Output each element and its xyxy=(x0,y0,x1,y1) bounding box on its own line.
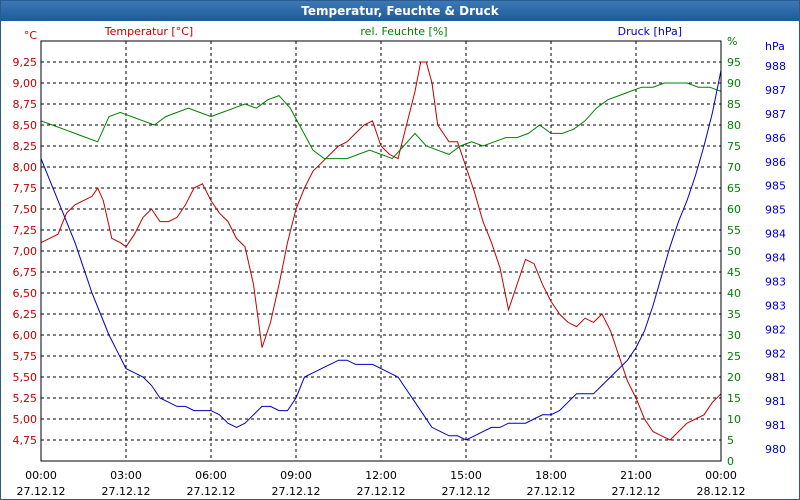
pressure-tick-label: 982 xyxy=(765,347,786,360)
pressure-tick-label: 980 xyxy=(765,443,786,456)
pressure-tick-label: 984 xyxy=(765,228,786,241)
temperature-tick-label: 6,75 xyxy=(13,266,38,279)
temperature-tick-label: 7,25 xyxy=(13,224,38,237)
temperature-tick-label: 8,25 xyxy=(13,140,38,153)
humidity-tick-label: 0 xyxy=(727,455,734,468)
humidity-tick-label: 55 xyxy=(727,224,741,237)
x-tick-label-date: 27.12.12 xyxy=(17,485,66,498)
pressure-tick-label: 983 xyxy=(765,299,786,312)
humidity-tick-label: 10 xyxy=(727,413,741,426)
temperature-unit-label: °C xyxy=(24,29,38,42)
temperature-tick-label: 4,75 xyxy=(13,434,38,447)
pressure-tick-label: 982 xyxy=(765,323,786,336)
pressure-tick-label: 985 xyxy=(765,180,786,193)
temperature-tick-label: 5,25 xyxy=(13,392,38,405)
temperature-tick-label: 8,75 xyxy=(13,98,38,111)
pressure-tick-label: 985 xyxy=(765,204,786,217)
x-tick-label-date: 27.12.12 xyxy=(272,485,321,498)
temperature-tick-label: 7,50 xyxy=(13,203,38,216)
series-lines xyxy=(40,61,722,441)
x-tick-label-time: 09:00 xyxy=(280,469,312,482)
pressure-tick-label: 981 xyxy=(765,395,786,408)
humidity-tick-label: 35 xyxy=(727,308,741,321)
temperature-tick-label: 7,00 xyxy=(13,245,38,258)
temperature-axis-title: Temperatur [°C] xyxy=(104,25,193,38)
x-tick-label-date: 27.12.12 xyxy=(442,485,491,498)
axis-labels: 00:00 27.12.12 03:00 27.12.12 06:00 27.12.12 0… xyxy=(13,25,787,498)
humidity-tick-label: 5 xyxy=(727,434,734,447)
humidity-tick-label: 80 xyxy=(727,119,741,132)
humidity-tick-label: 45 xyxy=(727,266,741,279)
x-tick-label-time: 12:00 xyxy=(365,469,397,482)
humidity-line xyxy=(40,82,722,160)
humidity-tick-label: 20 xyxy=(727,371,741,384)
plot-area-frame xyxy=(40,40,722,462)
window-title-bar: Temperatur, Feuchte & Druck xyxy=(1,1,799,21)
pressure-tick-label: 987 xyxy=(765,84,786,97)
humidity-tick-label: 40 xyxy=(727,287,741,300)
humidity-tick-label: 30 xyxy=(727,329,741,342)
pressure-tick-label: 986 xyxy=(765,156,786,169)
x-tick-label-time: 00:00 xyxy=(25,469,57,482)
temperature-tick-label: 6,25 xyxy=(13,308,38,321)
x-tick-label-date: 27.12.12 xyxy=(527,485,576,498)
x-tick-label-date: 28.12.12 xyxy=(697,485,746,498)
temperature-tick-label: 7,75 xyxy=(13,182,38,195)
window-title: Temperatur, Feuchte & Druck xyxy=(301,4,499,18)
x-tick-label-date: 27.12.12 xyxy=(612,485,661,498)
temperature-tick-label: 6,50 xyxy=(13,287,38,300)
temperature-tick-label: 9,00 xyxy=(13,77,38,90)
temperature-tick-label: 9,25 xyxy=(13,56,38,69)
humidity-tick-label: 90 xyxy=(727,77,741,90)
temperature-tick-label: 5,50 xyxy=(13,371,38,384)
pressure-tick-label: 986 xyxy=(765,132,786,145)
temperature-tick-label: 8,00 xyxy=(13,161,38,174)
temperature-tick-label: 5,00 xyxy=(13,413,38,426)
humidity-tick-label: 60 xyxy=(727,203,741,216)
pressure-tick-label: 987 xyxy=(765,108,786,121)
humidity-unit-label: % xyxy=(727,35,737,48)
pressure-tick-label: 988 xyxy=(765,60,786,73)
pressure-tick-label: 981 xyxy=(765,371,786,384)
x-tick-label-time: 06:00 xyxy=(195,469,227,482)
x-tick-label-date: 27.12.12 xyxy=(102,485,151,498)
pressure-axis-title: Druck [hPa] xyxy=(618,25,682,38)
humidity-tick-label: 15 xyxy=(727,392,741,405)
temperature-tick-label: 6,00 xyxy=(13,329,38,342)
temperature-line xyxy=(40,61,722,441)
humidity-tick-label: 25 xyxy=(727,350,741,363)
x-tick-label-time: 15:00 xyxy=(450,469,482,482)
pressure-unit-label: hPa xyxy=(765,40,785,53)
temperature-tick-label: 8,50 xyxy=(13,119,38,132)
x-tick-label-time: 03:00 xyxy=(110,469,142,482)
x-tick-label-time: 21:00 xyxy=(620,469,652,482)
pressure-tick-label: 981 xyxy=(765,419,786,432)
humidity-tick-label: 65 xyxy=(727,182,741,195)
humidity-tick-label: 75 xyxy=(727,140,741,153)
humidity-tick-label: 85 xyxy=(727,98,741,111)
grid-lines xyxy=(41,41,721,461)
x-tick-label-date: 27.12.12 xyxy=(357,485,406,498)
pressure-tick-label: 983 xyxy=(765,275,786,288)
humidity-tick-label: 50 xyxy=(727,245,741,258)
pressure-tick-label: 984 xyxy=(765,252,786,265)
humidity-axis-title: rel. Feuchte [%] xyxy=(360,25,447,38)
x-tick-label-date: 27.12.12 xyxy=(187,485,236,498)
x-tick-label-time: 18:00 xyxy=(535,469,567,482)
humidity-tick-label: 70 xyxy=(727,161,741,174)
humidity-tick-label: 95 xyxy=(727,56,741,69)
x-tick-label-time: 00:00 xyxy=(705,469,737,482)
pressure-line xyxy=(40,70,722,441)
temperature-tick-label: 5,75 xyxy=(13,350,38,363)
